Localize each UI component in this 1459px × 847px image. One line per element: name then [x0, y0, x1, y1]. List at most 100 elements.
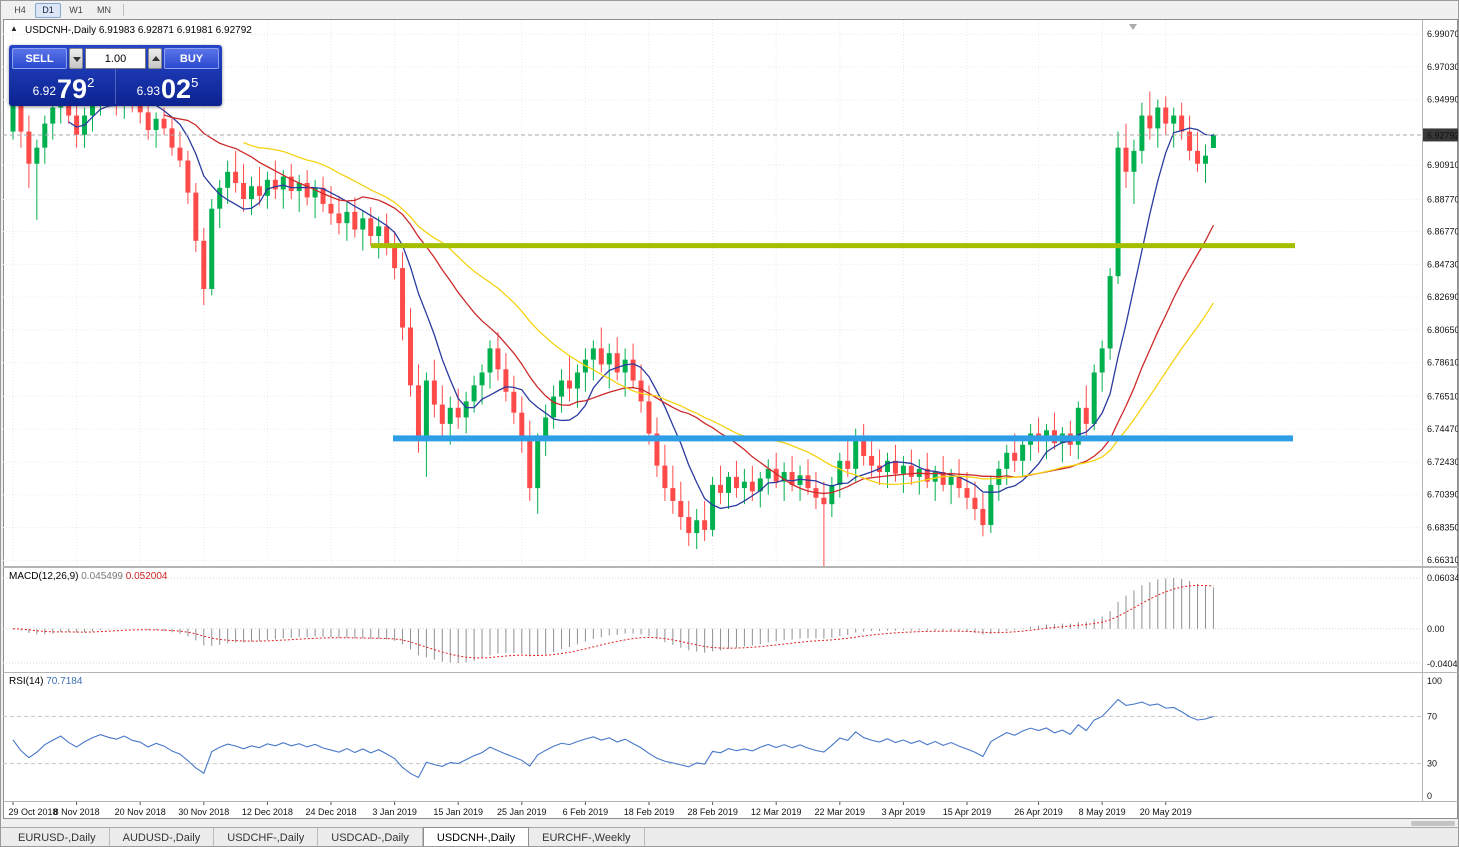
timeframe-toolbar: H4 D1 W1 MN [1, 1, 1458, 19]
candle [797, 465, 803, 501]
candle [82, 107, 88, 148]
tab-audusd-daily[interactable]: AUDUSD-,Daily [110, 828, 215, 846]
sell-price-display[interactable]: 6.92 79 2 [12, 69, 115, 104]
candle [988, 476, 994, 534]
sell-price-prefix: 6.92 [32, 84, 57, 98]
time-axis-label: 26 Apr 2019 [1014, 807, 1063, 817]
candle [344, 202, 350, 241]
time-axis-label: 8 Nov 2018 [54, 807, 100, 817]
candle [1131, 139, 1137, 204]
candle [185, 150, 191, 204]
candle [964, 472, 970, 509]
price-axis-label: 6.94990 [1427, 95, 1458, 105]
timeframe-button-w1[interactable]: W1 [63, 3, 89, 18]
candle [336, 195, 342, 235]
candle [1195, 131, 1201, 172]
price-axis-label: 6.72430 [1427, 457, 1458, 467]
candle [845, 436, 851, 477]
candle [177, 131, 183, 167]
candle [892, 444, 898, 482]
buy-price-display[interactable]: 6.93 02 5 [115, 69, 219, 104]
price-chart-canvas[interactable]: 6.99070 6.97030 6.94990 6.90910 6.88770 6.867… [3, 20, 1458, 566]
chart-tab-bar: EURUSD-,Daily AUDUSD-,Daily USDCHF-,Daily U… [1, 827, 1458, 846]
tab-eurusd-daily[interactable]: EURUSD-,Daily [5, 828, 110, 846]
tab-usdcad-daily[interactable]: USDCAD-,Daily [318, 828, 423, 846]
candle [702, 500, 708, 542]
candle [201, 227, 207, 306]
price-axis-label: 6.70390 [1427, 490, 1458, 500]
candle [352, 197, 358, 238]
candle [217, 179, 223, 228]
candle [916, 459, 922, 495]
macd-signal-value: 0.052004 [125, 571, 168, 582]
price-axis-label: 6.76510 [1427, 391, 1458, 401]
candle [225, 160, 231, 204]
time-axis-label: 20 May 2019 [1140, 807, 1192, 817]
timeframe-button-group: H4 D1 W1 MN [7, 2, 117, 18]
one-click-collapse-toggle[interactable]: ▲ [10, 24, 18, 33]
candle [670, 465, 676, 514]
price-axis-border [1422, 20, 1423, 801]
candle [908, 449, 914, 485]
chart-shift-marker-icon[interactable] [1129, 24, 1137, 30]
time-axis-label: 24 Dec 2018 [305, 807, 356, 817]
candle [614, 337, 620, 381]
time-axis-label: 30 Nov 2018 [178, 807, 229, 817]
rsi-axis-label: 30 [1427, 759, 1437, 769]
candle [551, 385, 557, 429]
candle [288, 163, 294, 200]
candle [312, 179, 318, 219]
pane-splitter[interactable] [3, 566, 1458, 568]
timeframe-button-d1[interactable]: D1 [35, 2, 61, 18]
candle [241, 163, 247, 212]
sell-button[interactable]: SELL [12, 48, 67, 69]
candle [408, 308, 413, 397]
timeframe-button-h4[interactable]: H4 [7, 3, 33, 18]
candle [1036, 417, 1042, 453]
price-axis-label: 6.90910 [1427, 160, 1458, 170]
candle [1020, 439, 1026, 477]
tab-usdcnh-daily[interactable]: USDCNH-,Daily [422, 827, 530, 846]
candle [654, 417, 660, 477]
candle [1004, 444, 1010, 485]
candle [384, 213, 390, 256]
last-price-tag [1423, 128, 1458, 142]
rsi-canvas[interactable]: 100 70 30 0 [3, 673, 1458, 801]
tab-usdchf-daily[interactable]: USDCHF-,Daily [214, 828, 319, 846]
chevron-up-icon [152, 56, 160, 61]
candle [622, 348, 628, 397]
candle [193, 182, 199, 253]
rsi-axis-label: 70 [1427, 711, 1437, 721]
horizontal-scrollbar[interactable] [1411, 821, 1455, 826]
price-axis-label: 6.86770 [1427, 227, 1458, 237]
tab-eurchf-weekly[interactable]: EURCHF-,Weekly [529, 828, 645, 846]
macd-axis-label: 0.00 [1427, 624, 1445, 634]
timeframe-button-mn[interactable]: MN [91, 3, 117, 18]
volume-decrease-button[interactable] [69, 48, 83, 69]
candle [1171, 107, 1177, 148]
candle [1083, 385, 1089, 437]
candle [233, 150, 239, 193]
candle [789, 455, 795, 492]
chart-background [3, 19, 1458, 819]
candle [423, 372, 429, 477]
volume-input[interactable] [85, 48, 146, 69]
pane-splitter[interactable] [3, 672, 1458, 673]
time-axis-label: 20 Nov 2018 [115, 807, 166, 817]
candle [431, 359, 437, 418]
candle [1155, 99, 1161, 148]
candle [153, 112, 159, 148]
buy-button[interactable]: BUY [164, 48, 219, 69]
price-axis-label: 6.97030 [1427, 62, 1458, 72]
time-axis-label: 25 Jan 2019 [497, 807, 547, 817]
candle [26, 115, 32, 188]
volume-increase-button[interactable] [148, 48, 162, 69]
candle [1115, 131, 1121, 285]
candle [272, 160, 278, 200]
candle [527, 420, 533, 501]
price-axis-label: 6.88770 [1427, 195, 1458, 205]
